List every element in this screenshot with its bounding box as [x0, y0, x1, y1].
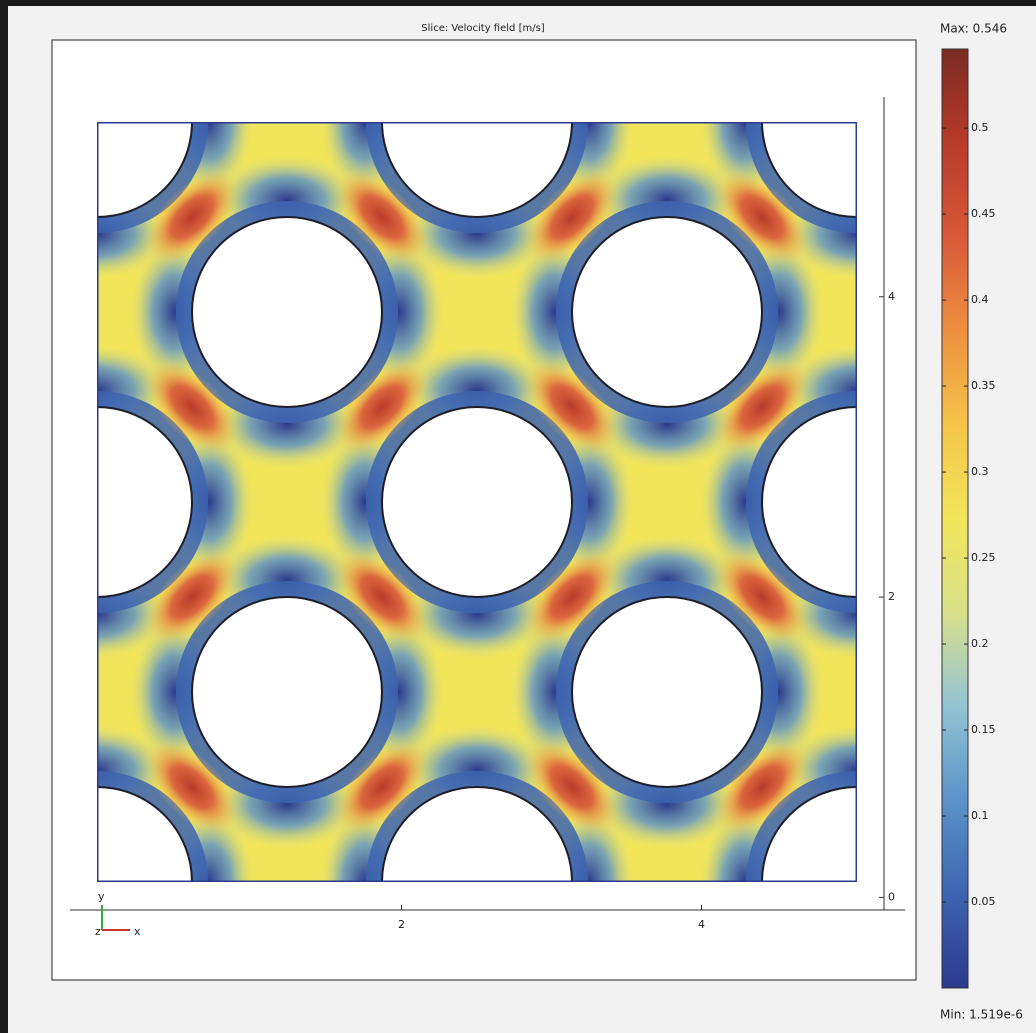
high-speed-zone	[335, 550, 429, 644]
boundary-layer	[97, 391, 208, 613]
x-tick-label: 4	[698, 918, 705, 931]
boundary-layer	[176, 581, 398, 803]
triad-y-label: y	[98, 890, 105, 903]
y-tick-label: 4	[888, 290, 895, 303]
high-speed-zone	[525, 170, 619, 264]
obstacle	[97, 406, 193, 598]
colorbar-tick-label: 0.4	[971, 293, 989, 306]
boundary-layer	[366, 122, 588, 233]
high-speed-zone	[145, 550, 239, 644]
obstacle	[571, 596, 763, 788]
colorbar-tick-label: 0.35	[971, 379, 996, 392]
velocity-field	[97, 122, 857, 882]
high-speed-zone	[525, 550, 619, 644]
colorbar-tick-label: 0.5	[971, 121, 989, 134]
triad-z-label: z	[95, 925, 101, 938]
boundary-layer	[556, 201, 778, 423]
colorbar-tick-label: 0.1	[971, 809, 989, 822]
min-label: Min: 1.519e-6	[940, 1008, 1023, 1022]
y-tick-label: 0	[888, 890, 895, 903]
colorbar-tick-label: 0.15	[971, 723, 996, 736]
colorbar-tick-label: 0.3	[971, 465, 989, 478]
boundary-layer	[366, 391, 588, 613]
y-tick-label: 2	[888, 590, 895, 603]
obstacle	[761, 786, 857, 882]
obstacle	[381, 406, 573, 598]
high-speed-zone	[715, 740, 809, 834]
x-tick-label: 2	[398, 918, 405, 931]
high-speed-zone	[335, 170, 429, 264]
high-speed-zone	[715, 550, 809, 644]
high-speed-zone	[335, 360, 429, 454]
boundary-layer	[176, 201, 398, 423]
axis-triad: y x z	[95, 890, 141, 938]
high-speed-zone	[145, 360, 239, 454]
colorbar	[941, 48, 969, 989]
high-speed-zone	[525, 360, 619, 454]
colorbar-tick-label: 0.45	[971, 207, 996, 220]
obstacle	[571, 216, 763, 408]
boundary-layer	[746, 391, 857, 613]
obstacle	[191, 596, 383, 788]
max-label: Max: 0.546	[940, 22, 1007, 36]
high-speed-zone	[525, 740, 619, 834]
obstacle	[97, 786, 193, 882]
high-speed-zone	[335, 740, 429, 834]
colorbar-tick-label: 0.25	[971, 551, 996, 564]
colorbar-tick-label: 0.05	[971, 895, 996, 908]
obstacle	[191, 216, 383, 408]
colorbar-tick-label: 0.2	[971, 637, 989, 650]
obstacle	[381, 786, 573, 882]
chart-title: Slice: Velocity field [m/s]	[421, 23, 544, 34]
obstacle	[761, 122, 857, 218]
boundary-layer	[366, 771, 588, 882]
high-speed-zone	[715, 360, 809, 454]
high-speed-zone	[145, 170, 239, 264]
high-speed-zone	[715, 170, 809, 264]
high-speed-zone	[145, 740, 239, 834]
obstacle	[97, 122, 193, 218]
obstacle	[381, 122, 573, 218]
obstacle	[761, 406, 857, 598]
boundary-layer	[556, 581, 778, 803]
triad-x-label: x	[134, 925, 141, 938]
